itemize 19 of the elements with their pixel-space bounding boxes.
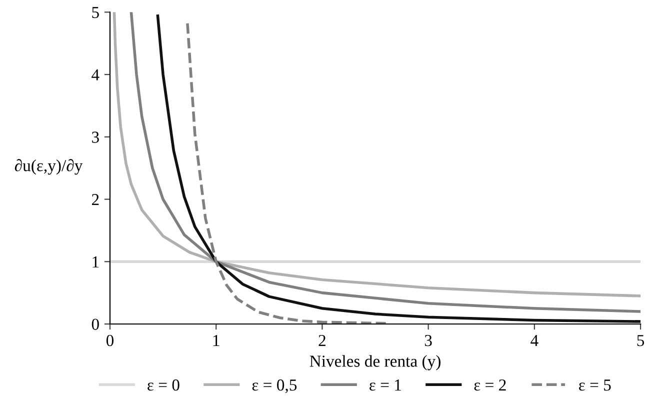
y-tick-label: 2 — [92, 194, 99, 206]
legend-label: ε = 5 — [579, 380, 611, 391]
x-tick-label: 4 — [530, 335, 538, 346]
x-tick-label: 3 — [424, 334, 432, 346]
legend-label: ε = 0,5 — [252, 379, 297, 394]
y-tick-label: 1 — [92, 256, 99, 268]
x-tick-label: 0 — [106, 334, 114, 346]
x-tick-label: 2 — [318, 334, 326, 346]
legend-label: ε = 0 — [148, 379, 180, 391]
x-tick-label: 5 — [637, 335, 644, 346]
legend-label: ε = 1 — [370, 380, 401, 391]
y-tick-label: 5 — [92, 7, 99, 18]
y-axis-title: ∂u(ε,y)/∂y — [14, 159, 83, 175]
y-tick-label: 0 — [92, 318, 99, 330]
y-tick-label: 4 — [92, 69, 100, 80]
legend-label: ε = 2 — [474, 379, 506, 391]
x-axis-title: Niveles de renta (y) — [310, 355, 440, 370]
y-tick-label: 3 — [92, 132, 99, 143]
x-tick-label: 1 — [213, 334, 220, 346]
